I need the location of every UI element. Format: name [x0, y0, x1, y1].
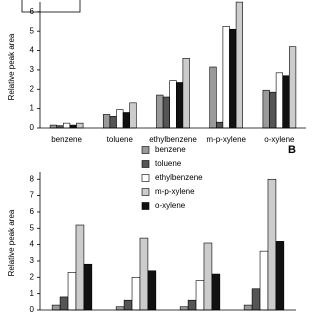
bar	[83, 263, 93, 311]
bar	[275, 72, 283, 129]
y-tick-label: 6	[30, 207, 35, 216]
y-tick-label: 5	[30, 223, 35, 232]
y-tick-label: 1	[30, 104, 35, 113]
legend-label: o-xylene	[155, 201, 186, 210]
x-tick-label: m-p-xylene	[206, 135, 246, 144]
legend-label: benzene	[155, 145, 186, 154]
y-tick-label: 0	[30, 123, 35, 132]
chart: 0 1 2 3 4 5 6 Relative peak area benzene toluene e…	[7, 1, 306, 144]
y-tick-label: 7	[30, 191, 35, 200]
x-tick-label: ethylbenzene	[149, 135, 197, 144]
bar	[222, 26, 230, 129]
bar	[103, 114, 111, 129]
bar	[69, 124, 77, 129]
bar	[229, 28, 237, 129]
bar	[67, 272, 77, 311]
bar	[76, 122, 84, 129]
y-tick-label: 3	[30, 65, 35, 74]
legend-label: toluene	[155, 159, 182, 168]
bar	[129, 102, 137, 129]
y-tick-label: 4	[30, 46, 35, 55]
bar	[216, 121, 224, 129]
y-tick-label: 3	[30, 256, 35, 265]
x-tick-label: o-xylene	[264, 135, 295, 144]
bars	[49, 1, 297, 129]
legend-swatch	[141, 160, 150, 168]
bar	[162, 96, 171, 129]
bar	[139, 237, 149, 311]
bar	[211, 273, 221, 311]
bar	[156, 94, 164, 129]
y-tick-label: 2	[30, 84, 35, 93]
chart-title: B	[288, 144, 296, 156]
legend-swatch	[141, 202, 150, 210]
bar	[195, 280, 205, 311]
y-tick-label: 1	[30, 289, 35, 298]
bar	[175, 82, 184, 129]
y-tick-label: 5	[30, 26, 35, 35]
y-tick-label: 4	[30, 240, 35, 249]
bar	[179, 306, 189, 311]
bar	[51, 304, 61, 311]
bar	[262, 89, 270, 129]
y-axis-label: Relative peak area	[7, 209, 16, 276]
bar	[275, 241, 285, 311]
bar	[49, 124, 58, 129]
bar	[75, 224, 85, 311]
legend-swatch	[141, 174, 150, 182]
bar	[203, 242, 213, 311]
bar	[147, 270, 157, 311]
bar	[169, 80, 177, 129]
y-tick-label: 8	[30, 174, 35, 183]
bar	[116, 109, 124, 129]
legend-label: ethylbenzene	[155, 173, 203, 182]
x-tick-label: benzene	[51, 135, 82, 144]
bar	[123, 299, 133, 311]
bar	[59, 296, 69, 311]
bar	[288, 46, 297, 129]
bar	[63, 122, 71, 129]
bar	[267, 178, 277, 311]
bar	[187, 299, 197, 311]
bar	[269, 91, 277, 129]
bar	[115, 306, 125, 311]
bar	[235, 1, 243, 129]
bar	[243, 304, 253, 311]
bar	[282, 75, 290, 129]
legend-label: m-p-xylene	[155, 187, 195, 196]
y-tick-label: 2	[30, 272, 35, 281]
legend-box	[21, 0, 81, 13]
legend-swatch	[141, 146, 150, 154]
y-tick-label: 6	[30, 7, 35, 16]
bar	[109, 116, 117, 129]
bar	[182, 57, 190, 129]
bar	[131, 277, 141, 311]
legend-swatch	[141, 188, 150, 196]
bar	[259, 250, 269, 311]
y-tick-label: 0	[30, 305, 35, 314]
bar	[251, 288, 261, 311]
bar	[122, 112, 130, 129]
y-axis-label: Relative peak area	[7, 33, 16, 100]
bars	[51, 178, 285, 311]
x-tick-label: toluene	[107, 135, 134, 144]
bar	[209, 66, 217, 129]
